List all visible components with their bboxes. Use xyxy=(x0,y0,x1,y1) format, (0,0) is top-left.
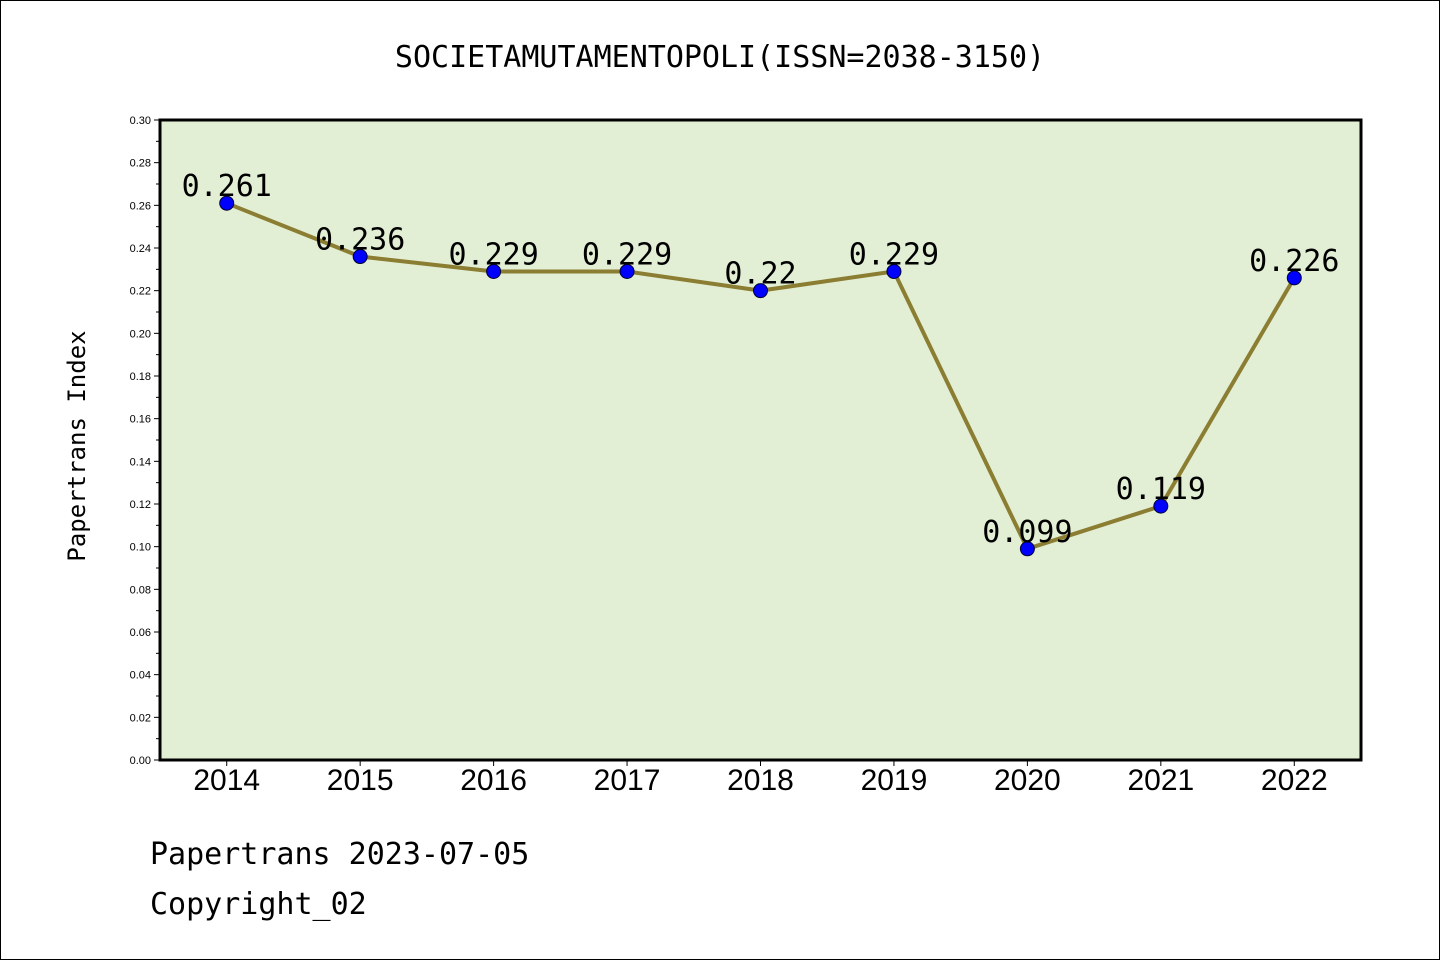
data-point-marker xyxy=(886,263,902,279)
data-point-marker xyxy=(619,263,635,279)
y-tick-label: 0.16 xyxy=(130,414,151,426)
data-point-marker xyxy=(352,249,368,265)
data-point-label: 0.22 xyxy=(724,257,796,292)
data-point-label: 0.119 xyxy=(1116,472,1206,507)
y-tick-label: 0.00 xyxy=(130,755,151,767)
x-tick-label: 2014 xyxy=(193,764,260,797)
markers-group xyxy=(219,195,1302,557)
data-labels-group: 0.261 0.236 0.229 0.229 0.22 0.229 0.099 0.119 0… xyxy=(182,169,1340,550)
y-tick-label: 0.12 xyxy=(130,499,151,511)
x-tick-label: 2016 xyxy=(460,764,527,797)
footer-date: Papertrans 2023-07-05 xyxy=(150,837,529,872)
x-tick-label: 2022 xyxy=(1261,764,1328,797)
data-point-label: 0.229 xyxy=(448,237,538,272)
y-tick-label: 0.28 xyxy=(130,158,151,170)
plot-area xyxy=(160,120,1361,760)
y-tick-label: 0.26 xyxy=(130,200,151,212)
x-axis: 2014 2015 2016 2017 2018 2019 2020 2021 2022 xyxy=(193,760,1328,797)
y-tick-label: 0.04 xyxy=(130,670,151,682)
y-tick-label: 0.20 xyxy=(130,328,151,340)
data-point-marker xyxy=(1153,498,1169,514)
x-tick-label: 2019 xyxy=(861,764,928,797)
y-tick-label: 0.24 xyxy=(130,243,151,255)
data-point-marker xyxy=(1019,541,1035,557)
data-point-label: 0.229 xyxy=(582,237,672,272)
data-point-label: 0.236 xyxy=(315,223,405,258)
data-point-label: 0.099 xyxy=(982,515,1072,550)
y-tick-label: 0.02 xyxy=(130,712,151,724)
y-tick-label: 0.06 xyxy=(130,627,151,639)
data-point-label: 0.261 xyxy=(182,169,272,204)
y-axis: 0.00 0.02 0.04 0.06 0.08 0.10 0.12 0.14 0.16 0.18… xyxy=(130,115,160,767)
data-point-marker xyxy=(753,283,768,299)
y-axis-label: Papertrans Index xyxy=(63,330,91,561)
y-tick-label: 0.22 xyxy=(130,286,151,298)
x-tick-label: 2020 xyxy=(994,764,1061,797)
x-tick-label: 2021 xyxy=(1127,764,1194,797)
y-tick-label: 0.08 xyxy=(130,584,151,596)
y-tick-label: 0.10 xyxy=(130,542,151,554)
y-tick-label: 0.30 xyxy=(130,115,151,127)
x-tick-label: 2017 xyxy=(594,764,661,797)
data-point-label: 0.229 xyxy=(849,237,939,272)
x-tick-label: 2015 xyxy=(327,764,394,797)
chart-title: SOCIETAMUTAMENTOPOLI(ISSN=2038-3150) xyxy=(395,40,1045,75)
y-tick-label: 0.18 xyxy=(130,371,151,383)
data-point-label: 0.226 xyxy=(1249,244,1339,279)
plot-border xyxy=(158,118,1363,762)
data-point-marker xyxy=(486,263,502,279)
data-point-marker xyxy=(219,195,235,211)
data-point-marker xyxy=(1286,270,1302,286)
footer-copyright: Copyright_02 xyxy=(150,887,367,922)
x-tick-label: 2018 xyxy=(727,764,794,797)
y-tick-label: 0.14 xyxy=(130,456,151,468)
